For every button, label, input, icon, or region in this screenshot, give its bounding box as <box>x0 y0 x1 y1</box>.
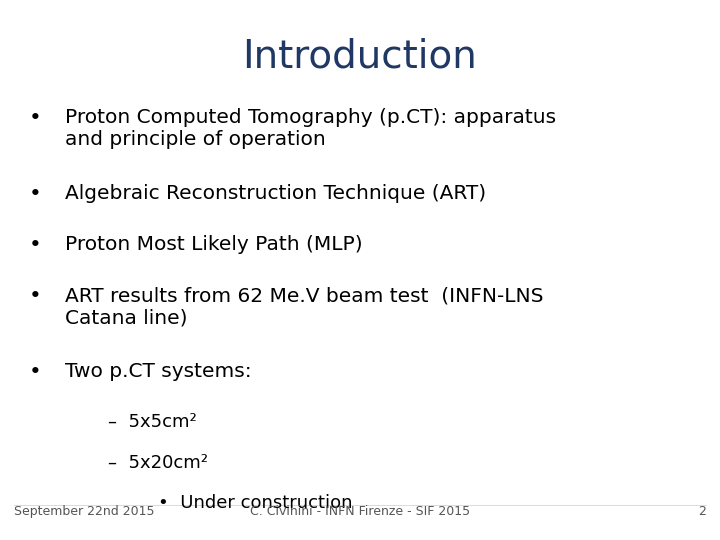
Text: Introduction: Introduction <box>243 38 477 76</box>
Text: –  5x20cm²: – 5x20cm² <box>108 454 208 471</box>
Text: •  Under construction: • Under construction <box>158 494 353 512</box>
Text: •: • <box>29 286 42 306</box>
Text: C. Civinini - INFN Firenze - SIF 2015: C. Civinini - INFN Firenze - SIF 2015 <box>250 505 470 518</box>
Text: 2: 2 <box>698 505 706 518</box>
Text: September 22nd 2015: September 22nd 2015 <box>14 505 155 518</box>
Text: •: • <box>29 235 42 255</box>
Text: ART results from 62 Me.V beam test  (INFN-LNS
Catana line): ART results from 62 Me.V beam test (INFN… <box>65 286 544 327</box>
Text: •: • <box>29 362 42 382</box>
Text: •: • <box>29 108 42 128</box>
Text: Two p.CT systems:: Two p.CT systems: <box>65 362 251 381</box>
Text: Proton Computed Tomography (p.CT): apparatus
and principle of operation: Proton Computed Tomography (p.CT): appar… <box>65 108 556 149</box>
Text: •: • <box>29 184 42 204</box>
Text: –  5x5cm²: – 5x5cm² <box>108 413 197 431</box>
Text: Algebraic Reconstruction Technique (ART): Algebraic Reconstruction Technique (ART) <box>65 184 486 202</box>
Text: Proton Most Likely Path (MLP): Proton Most Likely Path (MLP) <box>65 235 362 254</box>
